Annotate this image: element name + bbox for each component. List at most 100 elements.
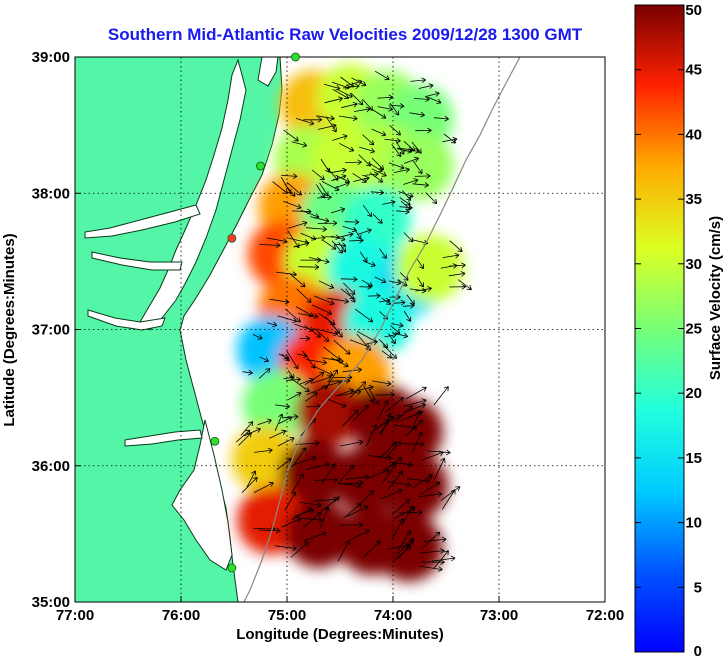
current-vector [419,565,443,572]
current-vector [415,286,432,292]
current-vector [339,439,364,447]
x-tick-label: 73:00 [480,607,518,624]
current-vector [440,486,461,501]
current-vector [400,410,424,421]
current-vector [345,159,362,166]
current-vector [258,527,281,534]
current-vectors [235,70,472,572]
current-vector [290,541,309,558]
current-vector [359,251,368,263]
current-vector [322,239,337,250]
current-vector [367,468,390,480]
current-vector [303,531,327,542]
current-vector [361,279,373,287]
current-vector [310,216,330,224]
current-vector [442,252,460,259]
current-vector [253,481,274,493]
current-vector [343,503,362,519]
current-vector [431,555,456,562]
current-vector [387,481,412,488]
pamlico-sound [171,419,233,571]
current-vector [314,476,339,483]
current-vector [338,464,355,484]
current-vector [342,83,360,90]
current-vector [299,516,323,523]
current-vector [257,418,272,426]
x-tick-label: 76:00 [162,607,200,624]
colorbar-tick-label: 25 [685,321,702,338]
current-vector [399,197,411,206]
current-vector [242,369,253,376]
current-vector [266,237,288,244]
current-vector [286,350,299,370]
current-vector [338,241,347,253]
current-vector [377,94,394,101]
current-vector [295,118,315,126]
current-vector [351,77,367,87]
current-vector [298,264,320,270]
velocity-cell [279,438,348,507]
chart-title: Southern Mid-Atlantic Raw Velocities 200… [108,25,583,44]
current-vector [284,491,297,511]
current-vector [393,299,406,306]
x-axis: 77:00 76:00 75:00 74:00 73:00 72:00 [56,596,624,624]
colorbar-tick-label: 45 [685,62,702,79]
colorbar-tick-label: 0 [694,643,702,659]
y-tick-label: 37:00 [32,322,70,339]
current-vector [291,378,310,392]
current-vector [405,386,427,400]
current-vector [292,447,307,468]
colorbar-tick-label: 40 [685,126,702,143]
current-vector [269,429,287,439]
current-vector [305,226,327,232]
current-vector [337,89,353,98]
current-vector [433,115,449,122]
current-vector [389,125,401,136]
radar-station-marker [256,161,265,171]
current-vector [388,162,405,170]
current-vector [433,457,446,480]
current-vector [313,327,330,342]
current-vector [340,76,355,88]
current-vector [348,529,370,542]
current-vector [327,378,351,384]
current-vector [398,191,414,199]
current-vector [409,287,427,294]
y-tick-label: 35:00 [32,594,70,611]
current-vector [393,167,410,173]
current-vector [328,319,343,338]
current-vector [324,96,343,104]
current-vector [295,440,320,447]
current-vector [371,168,387,177]
current-vector [448,271,466,277]
current-vector [293,455,317,465]
current-vector [325,116,337,133]
y-tick-label: 36:00 [32,458,70,475]
current-vector [316,115,335,121]
current-vector [243,427,261,437]
current-vector [278,353,289,360]
albemarle-sound [124,429,203,447]
velocity-cell [380,452,449,521]
current-vector [311,169,325,181]
current-vector [326,167,339,181]
current-vector [328,399,347,408]
current-vector [400,200,411,211]
current-vector [421,450,444,461]
y-tick-label: 39:00 [32,49,70,66]
current-vector [274,413,284,431]
current-vector [289,272,306,288]
current-vector [330,167,347,174]
current-vector [241,476,258,493]
current-vector [344,219,360,225]
current-vector [298,313,319,319]
current-vector [356,490,375,508]
current-vector [274,545,297,551]
current-vector [330,207,346,214]
y-axis-label: Latitude (Degrees:Minutes) [1,233,18,426]
current-vector [323,83,341,91]
current-vector [291,507,313,521]
current-vector [323,346,341,361]
current-vector [380,488,403,500]
